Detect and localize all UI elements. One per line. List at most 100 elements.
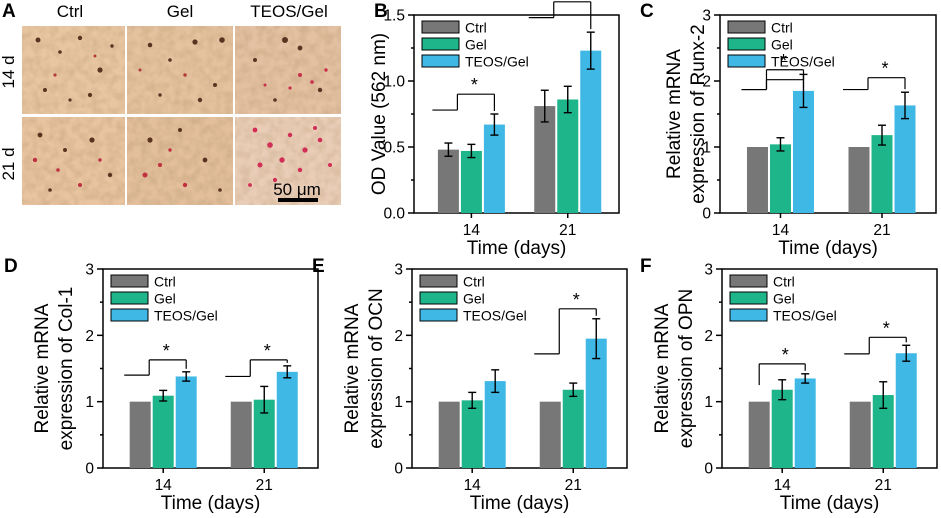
panel-label-D: D (4, 256, 18, 277)
y-tick-label: 2 (85, 328, 94, 345)
legend-swatch-gel (419, 291, 458, 305)
micrograph-col-ctrl: Ctrl (57, 2, 83, 21)
bar-ctrl-21 (849, 401, 871, 468)
bar-ctrl-14 (748, 401, 770, 468)
x-axis-label: Time (days) (470, 493, 570, 514)
significance-star: * (264, 341, 271, 361)
legend-swatch-gel (110, 291, 149, 305)
legend-label-teos-gel: TEOS/Gel (773, 308, 837, 324)
legend-label-teos-gel: TEOS/Gel (463, 308, 527, 324)
y-tick-label: 2 (702, 74, 711, 91)
scale-bar-label: 50 μm (273, 180, 321, 199)
y-tick-label: 3 (702, 8, 711, 25)
micrograph-col-gel: Gel (167, 2, 193, 21)
micrograph-tile-teos-21d (235, 117, 341, 205)
y-axis-label: OD Value (562 nm) (369, 33, 390, 195)
y-axis-label: Relative mRNA (342, 303, 363, 433)
y-axis-label: expression of Runx-2 (688, 24, 709, 204)
y-tick-label: 2 (394, 328, 403, 345)
bar-teos-gel-14 (175, 376, 197, 468)
y-tick-label: 3 (85, 262, 94, 279)
legend-label-gel: Gel (463, 291, 485, 307)
legend-swatch-ctrl (727, 20, 766, 34)
micrograph-tile-gel-14d (127, 26, 233, 114)
micrograph-panel: A Ctrl Gel TEOS/Gel 14 d 21 d (0, 1, 341, 205)
bar-ctrl-14 (746, 147, 768, 213)
legend-label-ctrl: Ctrl (771, 20, 793, 36)
legend-swatch-teos-gel (110, 308, 149, 322)
significance-star: * (883, 318, 890, 338)
micrograph-tile-teos-14d (235, 26, 341, 114)
y-axis-label: Relative mRNA (664, 49, 685, 179)
bar-ctrl-14 (438, 401, 460, 468)
bar-gel-14 (461, 400, 483, 468)
legend-label-ctrl: Ctrl (463, 274, 485, 290)
y-tick-label: 0.0 (383, 206, 405, 223)
significance-star: * (881, 59, 888, 79)
bar-ctrl-14 (437, 149, 459, 213)
y-tick-label: 1 (394, 394, 403, 411)
bar-gel-21 (557, 99, 579, 213)
legend-swatch-ctrl (421, 20, 460, 34)
bar-gel-21 (872, 395, 894, 468)
legend-label-gel: Gel (773, 291, 795, 307)
x-tick-label: 14 (155, 477, 173, 494)
significance-star: * (567, 0, 574, 3)
x-tick-label: 14 (464, 477, 482, 494)
micrograph-tile-ctrl-14d (22, 26, 125, 114)
bar-gel-14 (460, 150, 482, 213)
panel-label-B: B (374, 1, 388, 22)
x-tick-label: 14 (774, 477, 792, 494)
legend-swatch-teos-gel (727, 54, 766, 68)
legend-swatch-ctrl (729, 274, 768, 288)
bar-gel-21 (871, 135, 893, 213)
y-tick-label: 1.0 (383, 74, 405, 91)
legend-swatch-gel (727, 37, 766, 51)
chart-C: C 0 1 2 3 Relative mRNA expression of Runx-2 14… (640, 1, 937, 259)
y-tick-label: 0 (702, 206, 711, 223)
y-tick-label: 1 (704, 394, 713, 411)
bar-ctrl-14 (129, 401, 151, 468)
significance-star: * (573, 290, 580, 310)
panel-label-F: F (640, 256, 652, 277)
legend-label-ctrl: Ctrl (465, 20, 487, 36)
legend-label-gel: Gel (465, 37, 487, 53)
x-axis-label: Time (days) (780, 493, 880, 514)
bar-teos-gel-14 (483, 124, 505, 213)
micrograph-row-14d: 14 d (0, 55, 18, 88)
bar-teos-gel-21 (894, 105, 916, 213)
y-axis-label: Relative mRNA (32, 303, 53, 433)
y-axis-label: expression of OCN (366, 288, 387, 449)
scale-bar (278, 198, 318, 202)
significance-star: * (471, 75, 478, 95)
bar-teos-gel-14 (792, 90, 814, 213)
x-tick-label: 21 (256, 477, 273, 494)
micrograph-col-teos-gel: TEOS/Gel (250, 2, 327, 21)
x-axis-label: Time (days) (161, 493, 261, 514)
bar-teos-gel-14 (794, 378, 816, 468)
y-tick-label: 2 (704, 328, 713, 345)
x-axis-label: Time (days) (778, 238, 878, 259)
legend-label-teos-gel: TEOS/Gel (154, 308, 218, 324)
y-tick-label: 0.5 (383, 140, 405, 157)
y-tick-label: 0 (85, 461, 94, 478)
panel-label-C: C (640, 1, 654, 22)
y-axis-label: Relative mRNA (652, 303, 673, 433)
y-axis-label: expression of Col-1 (56, 287, 77, 451)
significance-star: * (782, 345, 789, 365)
x-tick-label: 14 (772, 222, 790, 239)
significance-star: * (163, 341, 170, 361)
bar-ctrl-21 (230, 401, 252, 468)
y-tick-label: 3 (394, 262, 403, 279)
bar-ctrl-21 (534, 106, 556, 213)
x-tick-label: 14 (463, 222, 481, 239)
legend-swatch-ctrl (110, 274, 149, 288)
bar-gel-21 (562, 389, 584, 468)
legend-label-ctrl: Ctrl (154, 274, 176, 290)
legend-label-gel: Gel (154, 291, 176, 307)
bar-teos-gel-21 (585, 338, 607, 468)
bar-ctrl-21 (539, 401, 561, 468)
